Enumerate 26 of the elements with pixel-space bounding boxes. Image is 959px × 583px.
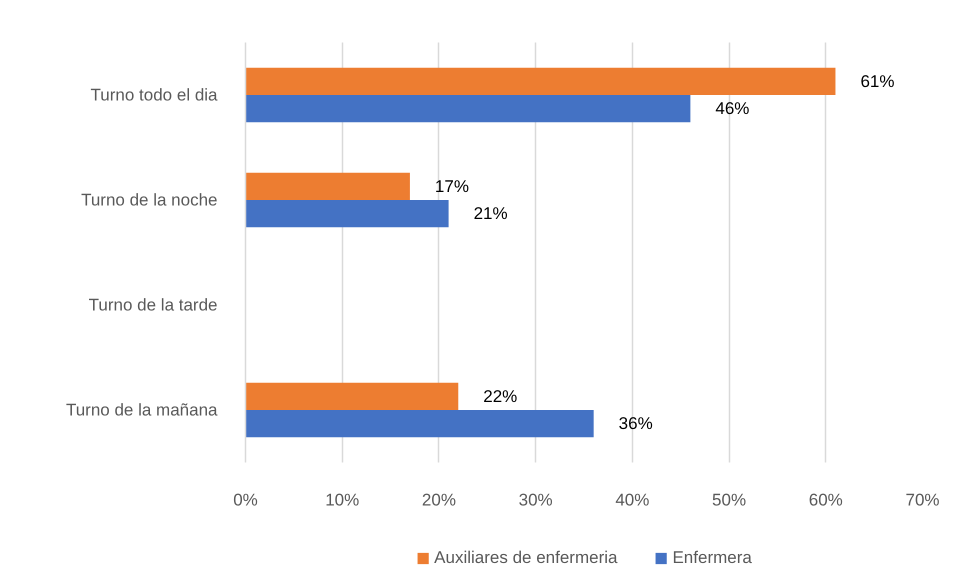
bar [246,382,458,410]
x-tick-label: 10% [325,490,360,510]
x-tick-label: 70% [905,490,940,510]
x-tick-label: 60% [808,490,843,510]
bar [246,95,690,122]
x-tick-label: 30% [518,490,553,510]
bar [246,200,449,228]
y-tick-label: Turno de la mañana [66,400,218,420]
data-label: 17% [434,176,469,196]
x-tick-label: 40% [615,490,650,510]
data-label: 61% [860,72,894,91]
x-tick-label: 20% [422,490,456,510]
x-tick-label: 0% [233,490,258,510]
bar [246,410,594,438]
legend-label: Auxiliares de enfermeria [434,548,618,568]
y-tick-label: Turno todo el dia [90,86,218,104]
data-label: 36% [618,414,653,434]
bar [246,172,410,200]
y-tick-label: Turno de la noche [81,190,218,210]
data-label: 22% [483,386,518,406]
data-label: 46% [715,99,750,118]
legend-label: Enfermera [672,548,752,568]
y-tick-label: Turno de la tarde [88,296,218,314]
bar [246,68,836,95]
data-label: 21% [474,204,508,224]
x-tick-label: 50% [712,490,746,510]
